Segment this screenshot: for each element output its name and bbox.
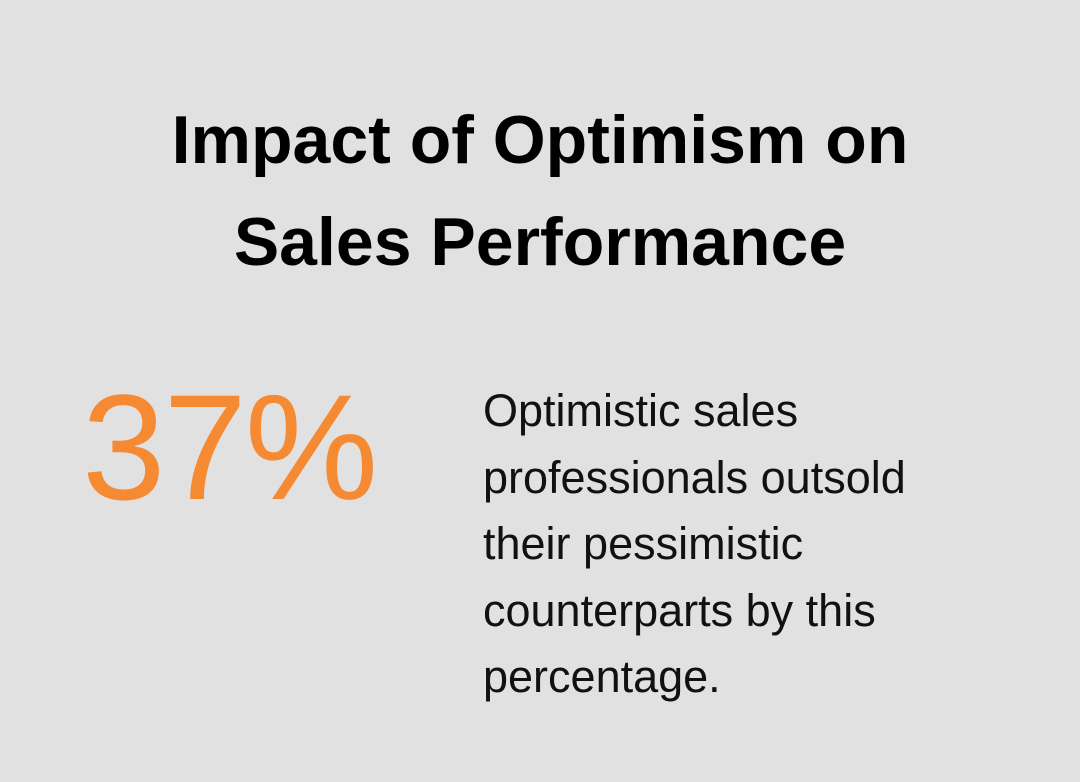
description-line: professionals outsold	[483, 451, 906, 503]
description-line: percentage.	[483, 651, 721, 702]
stat-value: 37%	[82, 363, 378, 531]
title-line: Impact of Optimism on	[171, 102, 909, 178]
description-line: counterparts by this	[483, 584, 876, 636]
title-line: Sales Performance	[233, 204, 847, 280]
description-line: their pessimistic	[483, 518, 804, 569]
description-line: Optimistic sales	[483, 385, 799, 436]
